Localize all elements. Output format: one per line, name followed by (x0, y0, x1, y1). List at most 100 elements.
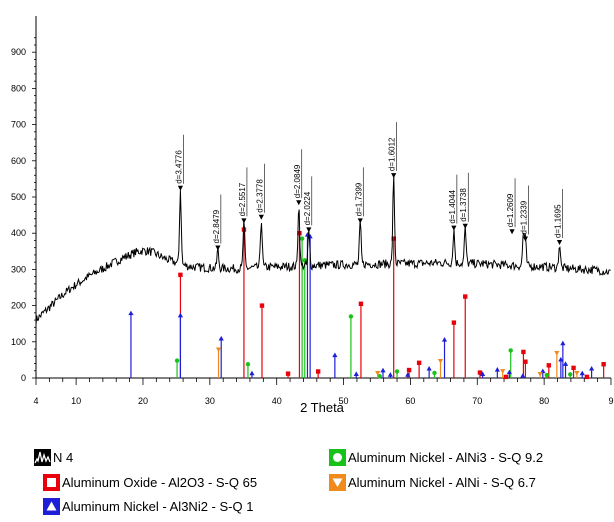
reference-marker (571, 365, 576, 371)
reference-marker (177, 312, 184, 318)
peak-label: d=2.8479 (212, 209, 221, 243)
x-axis-title: 2 Theta (300, 400, 345, 415)
reference-marker (568, 372, 573, 377)
legend-item-alni3[interactable]: Aluminum Nickel - AlNi3 - S-Q 9.2 (329, 449, 543, 466)
reference-marker (128, 310, 134, 316)
reference-marker (477, 370, 483, 375)
reference-marker (215, 347, 222, 353)
reference-marker (463, 294, 468, 299)
peak-marker (462, 223, 468, 229)
reference-marker (406, 367, 412, 373)
peak-marker (451, 225, 457, 231)
reference-marker (358, 301, 364, 306)
legend-item-pattern[interactable]: N 4 (34, 449, 73, 466)
reference-marker (494, 367, 500, 372)
reference-marker (348, 314, 354, 319)
legend-label-alni: Aluminum Nickel - AlNi - S-Q 6.7 (348, 475, 536, 490)
reference-marker (245, 362, 251, 367)
reference-marker (546, 363, 552, 368)
reference-marker (584, 374, 590, 380)
reference-marker (560, 340, 566, 346)
peak-marker (177, 185, 184, 191)
reference-marker (353, 371, 359, 376)
reference-marker (601, 362, 606, 367)
peak-marker (306, 227, 312, 233)
peak-label: d=1.2609 (506, 193, 515, 227)
xrd-chart: 0 100 200 300 400 500 600 700 800 900 4 10 20 30 40 50 6… (11, 16, 614, 415)
peak-label: d=1.1695 (554, 204, 563, 238)
reference-marker (537, 372, 543, 377)
y-tick-label: 100 (11, 337, 26, 347)
peak-marker (556, 240, 563, 246)
x-tick-label: 60 (405, 396, 415, 406)
y-tick-label: 600 (11, 156, 26, 166)
reference-marker (432, 370, 437, 376)
reference-marker (394, 369, 400, 374)
legend-label-al2o3: Aluminum Oxide - Al2O3 - S-Q 65 (62, 475, 258, 490)
reference-marker (480, 371, 486, 376)
peak-marker (509, 229, 515, 235)
reference-marker (416, 360, 422, 365)
reference-marker (503, 374, 509, 380)
peak-marker (391, 173, 397, 179)
peak-marker (241, 218, 247, 224)
peak-label: d=1.6012 (388, 137, 397, 171)
reference-marker (405, 372, 411, 377)
y-tick-label: 900 (11, 47, 26, 57)
peak-marker (215, 245, 221, 251)
y-tick-label: 700 (11, 120, 26, 130)
peak-marker (522, 236, 529, 242)
peak-label: d=1.3738 (459, 188, 468, 222)
peak-label: d=1.4044 (448, 189, 457, 223)
x-tick-label: 30 (205, 396, 215, 406)
reference-marker (332, 352, 338, 358)
reference-marker (523, 359, 528, 364)
y-tick-label: 800 (11, 83, 26, 93)
peak-marker (296, 200, 302, 206)
peak-label: d=1.7399 (354, 182, 363, 216)
reference-marker (508, 348, 513, 353)
reference-marker (520, 373, 526, 378)
reference-marker (174, 358, 180, 363)
legend-item-al3ni2[interactable]: Aluminum Nickel - Al3Ni2 - S-Q 1 (43, 498, 253, 515)
reference-marker (574, 370, 580, 376)
peak-marker (357, 218, 363, 224)
reference-marker (589, 365, 595, 371)
reference-marker (218, 335, 224, 341)
triangle-icon (43, 498, 60, 515)
x-tick-label: 10 (71, 396, 81, 406)
reference-sticks (128, 227, 606, 380)
reference-marker (285, 371, 291, 376)
x-tick-label: 20 (138, 396, 148, 406)
legend-label-al3ni2: Aluminum Nickel - Al3Ni2 - S-Q 1 (62, 499, 254, 514)
x-tick-label: 4 (33, 396, 38, 406)
reference-marker (387, 372, 393, 377)
y-tick-label: 0 (21, 373, 26, 383)
legend-label-pattern: N 4 (53, 450, 74, 465)
reference-marker (377, 373, 382, 379)
legend-item-al2o3[interactable]: Aluminum Oxide - Al2O3 - S-Q 65 (43, 474, 257, 491)
reference-marker (426, 365, 432, 371)
reference-marker (562, 361, 569, 366)
x-tick-label: 40 (272, 396, 282, 406)
reference-marker (441, 336, 448, 342)
x-tick-label: 9 (608, 396, 613, 406)
reference-marker (579, 370, 585, 376)
reference-marker (437, 359, 444, 364)
pattern-layer (35, 175, 611, 325)
reference-marker (259, 303, 265, 308)
peak-label: d=2.0849 (293, 164, 302, 198)
legend-item-alni[interactable]: Aluminum Nickel - AlNi - S-Q 6.7 (329, 474, 536, 491)
reference-marker (500, 369, 506, 374)
peak-label: d=1.2339 (519, 200, 528, 234)
reference-marker (506, 369, 512, 375)
y-tick-label: 200 (11, 301, 26, 311)
x-tick-label: 70 (472, 396, 482, 406)
peak-markers: d=3.4776 d=2.8479 d=2.5517 d=2.3778 d=2.0849… (174, 122, 563, 251)
pattern-icon (34, 449, 51, 466)
square-icon (43, 474, 60, 491)
reference-marker (540, 368, 546, 374)
reference-marker (380, 367, 386, 373)
reference-marker (315, 369, 321, 374)
peak-label: d=3.4776 (174, 150, 183, 184)
